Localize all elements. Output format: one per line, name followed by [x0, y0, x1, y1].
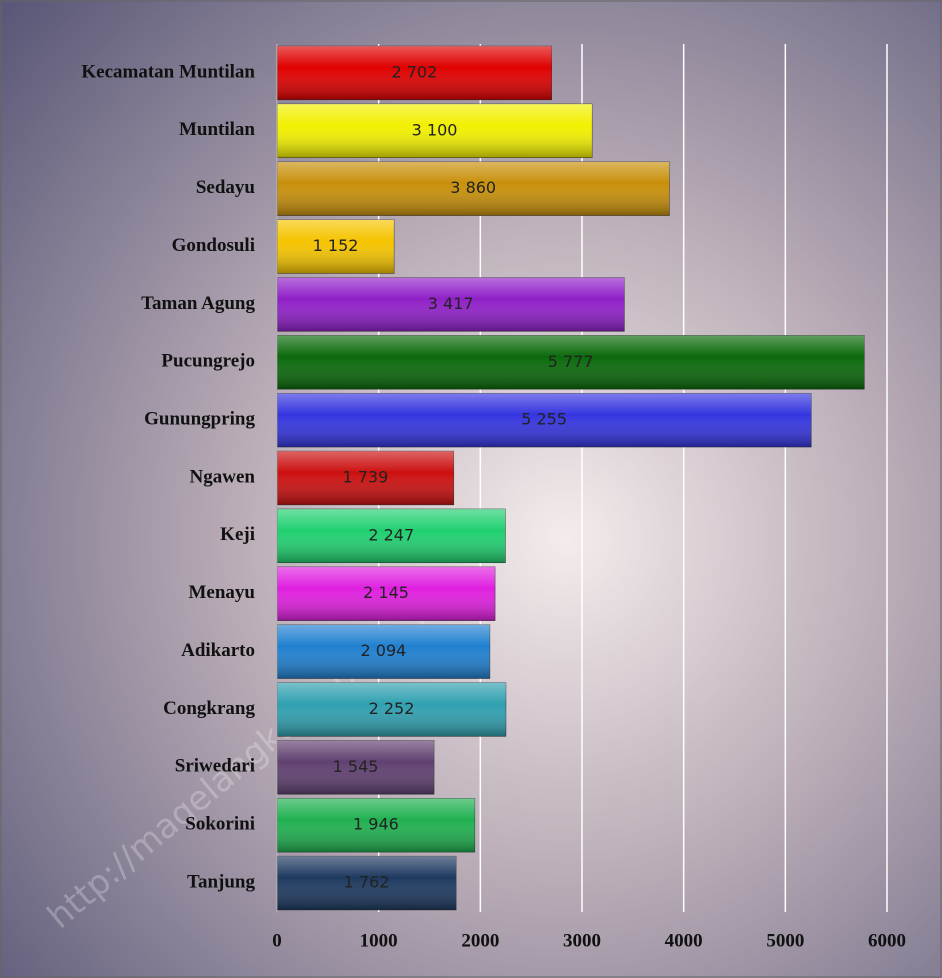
value-label: 2 252 — [369, 699, 415, 718]
bar-shine — [277, 451, 454, 505]
bar-shine — [277, 161, 670, 216]
y-tick-label: Pucungrejo — [161, 351, 255, 372]
y-tick-label: Sokorini — [185, 814, 255, 835]
y-tick-label: Sriwedari — [175, 756, 255, 777]
y-tick-label: Menayu — [189, 582, 256, 603]
y-tick-label: Taman Agung — [141, 293, 255, 314]
value-label: 1 946 — [353, 815, 399, 834]
bar-shine — [277, 219, 395, 274]
bar-shine — [277, 798, 475, 853]
y-tick-label: Gondosuli — [172, 235, 255, 256]
value-label: 5 777 — [548, 352, 594, 371]
bar-shine — [277, 624, 490, 679]
value-label: 1 739 — [342, 468, 388, 487]
bar-shine — [277, 740, 435, 795]
value-label: 3 860 — [450, 178, 496, 197]
value-label: 3 417 — [428, 294, 474, 313]
value-label: 1 545 — [333, 757, 379, 776]
value-label: 2 702 — [391, 62, 437, 81]
bar-shine — [277, 46, 552, 100]
bar-shine — [277, 566, 496, 621]
y-tick-label: Tanjung — [187, 871, 255, 892]
y-tick-label: Sedayu — [196, 177, 256, 198]
value-label: 2 145 — [363, 583, 409, 602]
y-tick-label: Kecamatan Muntilan — [81, 61, 255, 82]
x-tick-label: 4000 — [665, 930, 703, 951]
bar-shine — [277, 393, 812, 448]
value-label: 1 762 — [344, 873, 390, 892]
y-tick-label: Adikarto — [181, 640, 255, 661]
y-tick-label: Ngawen — [190, 466, 256, 487]
x-tick-label: 5000 — [766, 930, 804, 951]
bar-shine — [277, 103, 593, 158]
value-label: 3 100 — [412, 120, 458, 139]
y-tick-label: Gunungpring — [144, 408, 255, 429]
x-tick-label: 0 — [272, 930, 282, 951]
bar-shine — [277, 335, 865, 390]
bar-shine — [277, 682, 506, 737]
y-tick-label: Muntilan — [179, 119, 255, 140]
bar-shine — [277, 508, 506, 563]
x-tick-label: 6000 — [868, 930, 906, 951]
value-label: 2 247 — [368, 525, 414, 544]
y-tick-label: Congkrang — [163, 698, 255, 719]
value-label: 1 152 — [313, 236, 359, 255]
value-label: 5 255 — [521, 410, 567, 429]
y-tick-label: Keji — [220, 524, 255, 545]
x-tick-label: 1000 — [360, 930, 398, 951]
value-label: 2 094 — [361, 641, 407, 660]
x-tick-label: 3000 — [563, 930, 601, 951]
bar-shine — [277, 277, 625, 332]
bar-shine — [277, 856, 457, 910]
x-tick-label: 2000 — [461, 930, 499, 951]
